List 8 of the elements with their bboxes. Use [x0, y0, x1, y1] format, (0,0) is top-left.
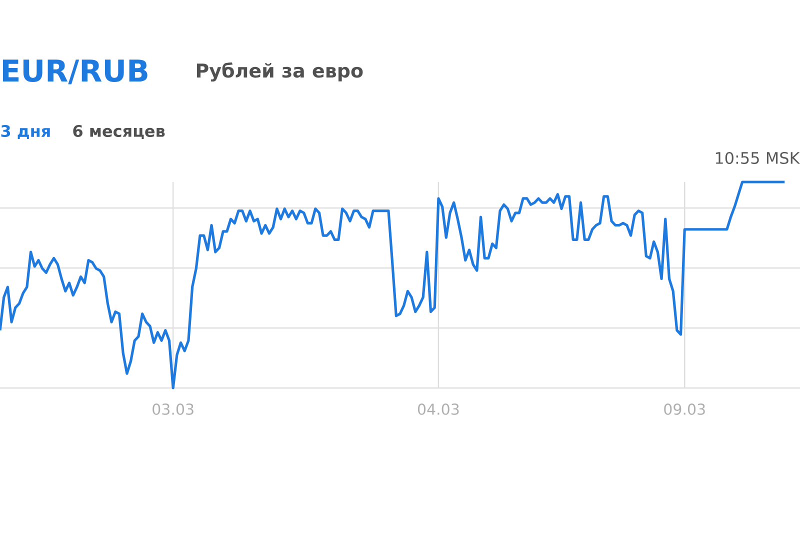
text: 6 месяцев	[73, 124, 165, 140]
x-tick-label: 09.03	[664, 404, 705, 415]
chart-title: EUR/RUB	[2, 60, 148, 84]
x-tick-label: 03.03	[152, 404, 194, 415]
text: 3 дня	[1, 124, 50, 140]
text: 10:55 MSK	[716, 152, 800, 164]
x-tick-label: 04.03	[418, 404, 459, 415]
chart-subtitle: Рублей за евро	[196, 62, 363, 82]
